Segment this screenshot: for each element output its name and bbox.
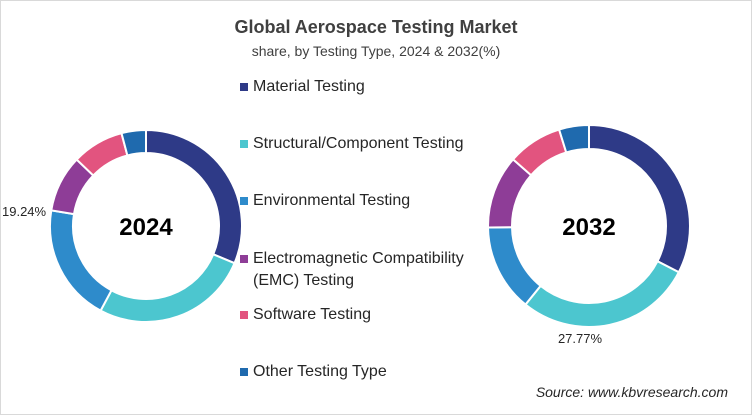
donut-2024-slice-5 xyxy=(120,128,147,157)
donut-2032-slice-2 xyxy=(486,226,542,306)
donut-center-label-2032: 2032 xyxy=(562,214,615,241)
donut-2024-slice-2 xyxy=(49,209,113,312)
donut-2032-slice-5 xyxy=(557,123,590,154)
data-label-2032-1: 27.77% xyxy=(558,331,603,346)
chart-title: Global Aerospace Testing Market xyxy=(234,17,518,37)
legend-swatch xyxy=(240,368,248,376)
donut-2032-slice-1 xyxy=(524,259,681,328)
source-note: Source: www.kbvresearch.com xyxy=(535,384,728,400)
legend-swatch xyxy=(240,197,248,205)
legend-label: Environmental Testing xyxy=(253,192,411,209)
donut-2024-slice-1 xyxy=(99,252,236,323)
chart-subtitle: share, by Testing Type, 2024 & 2032(%) xyxy=(251,43,501,59)
legend-swatch xyxy=(240,255,248,263)
legend-swatch xyxy=(240,140,248,148)
donut-2032-slice-0 xyxy=(588,123,691,274)
donut-center-label-2024: 2024 xyxy=(119,214,173,241)
data-label-2024-2: 19.24% xyxy=(2,204,47,219)
donut-2024-slice-0 xyxy=(145,128,243,265)
legend-label: Other Testing Type xyxy=(253,363,387,380)
legend-label: Software Testing xyxy=(253,306,371,323)
legend-swatch xyxy=(240,83,248,91)
legend-label: Material Testing xyxy=(253,78,365,95)
legend-label: Electromagnetic Compatibility (EMC) Test… xyxy=(253,250,464,289)
legend-label: Structural/Component Testing xyxy=(253,135,464,152)
legend-swatch xyxy=(240,311,248,319)
